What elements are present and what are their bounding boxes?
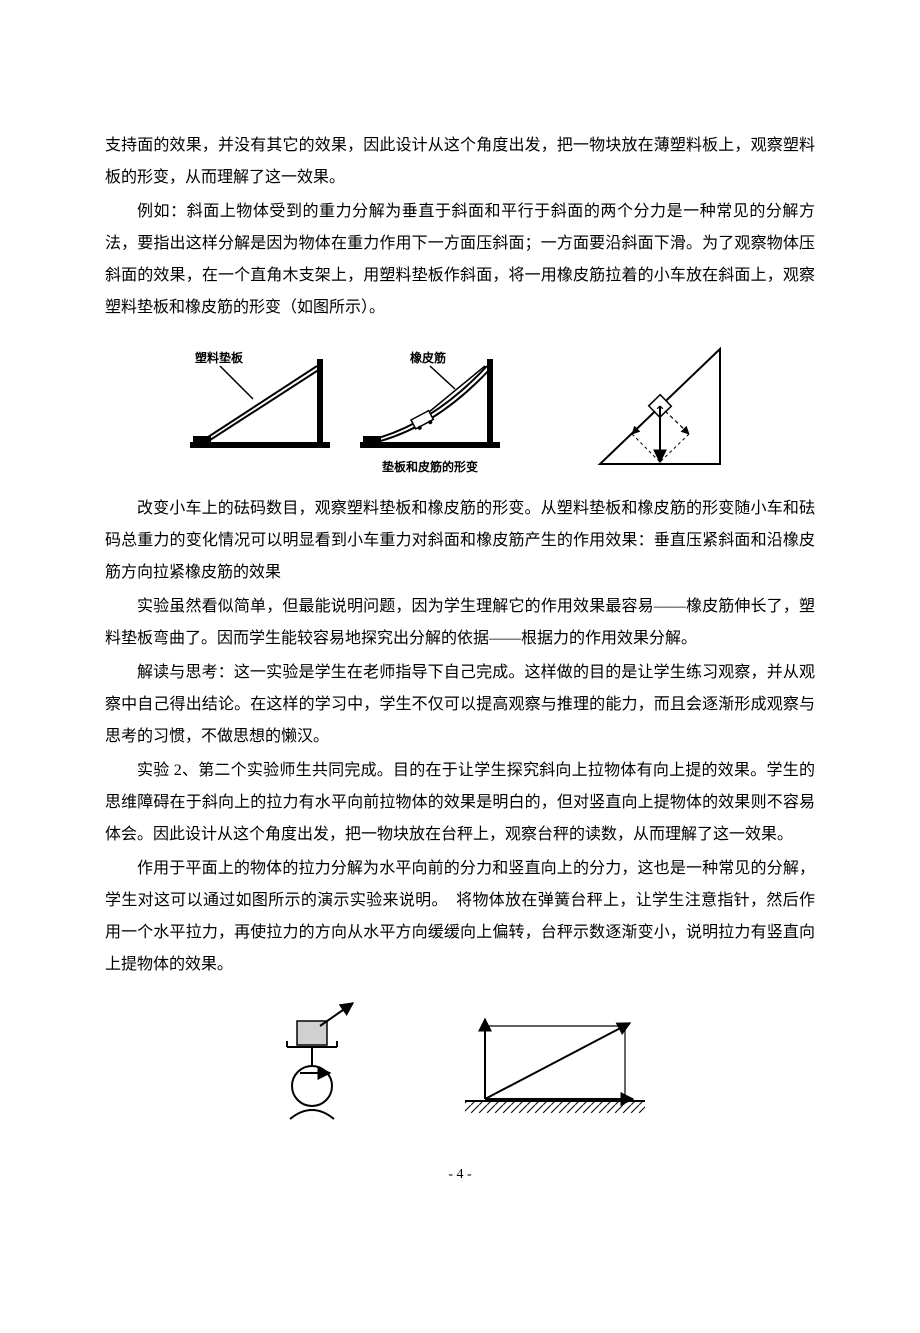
figure-2-container: 橡皮筋 垫板和皮筋的形变 — [355, 344, 505, 475]
inclined-plane-cart-diagram: 橡皮筋 — [355, 344, 505, 454]
force-decomposition-diagram — [585, 344, 735, 474]
paragraph-3: 改变小车上的砝码数目，观察塑料垫板和橡皮筋的形变。从塑料垫板和橡皮筋的形变随小车… — [105, 493, 815, 589]
page-number: - 4 - — [0, 1167, 920, 1183]
label-plastic-board: 塑料垫板 — [195, 350, 244, 365]
figure-4-container — [265, 1001, 365, 1131]
deformation-caption: 垫板和皮筋的形变 — [355, 458, 505, 475]
figure-5-container — [455, 1001, 655, 1121]
force-rectangle-diagram — [455, 1001, 655, 1121]
paragraph-4: 实验虽然看似简单，但最能说明问题，因为学生理解它的作用效果最容易——橡皮筋伸长了… — [105, 591, 815, 655]
paragraph-2: 例如：斜面上物体受到的重力分解为垂直于斜面和平行于斜面的两个分力是一种常见的分解… — [105, 196, 815, 324]
figure-3-container — [585, 344, 735, 474]
paragraph-1: 支持面的效果，并没有其它的效果，因此设计从这个角度出发，把一物块放在薄塑料板上，… — [105, 130, 815, 194]
document-page: 支持面的效果，并没有其它的效果，因此设计从这个角度出发，把一物块放在薄塑料板上，… — [0, 0, 920, 1191]
figure-row-1: 塑料垫板 橡皮筋 — [105, 344, 815, 475]
spring-scale-diagram — [265, 1001, 365, 1131]
label-rubber-band: 橡皮筋 — [410, 350, 446, 365]
inclined-plane-diagram: 塑料垫板 — [185, 344, 335, 454]
paragraph-5: 解读与思考：这一实验是学生在老师指导下自己完成。这样做的目的是让学生练习观察，并… — [105, 657, 815, 753]
figure-row-2 — [105, 1001, 815, 1131]
paragraph-6: 实验 2、第二个实验师生共同完成。目的在于让学生探究斜向上拉物体有向上提的效果。… — [105, 755, 815, 851]
figure-1-container: 塑料垫板 — [185, 344, 335, 454]
paragraph-7: 作用于平面上的物体的拉力分解为水平向前的分力和竖直向上的分力，这也是一种常见的分… — [105, 853, 815, 981]
